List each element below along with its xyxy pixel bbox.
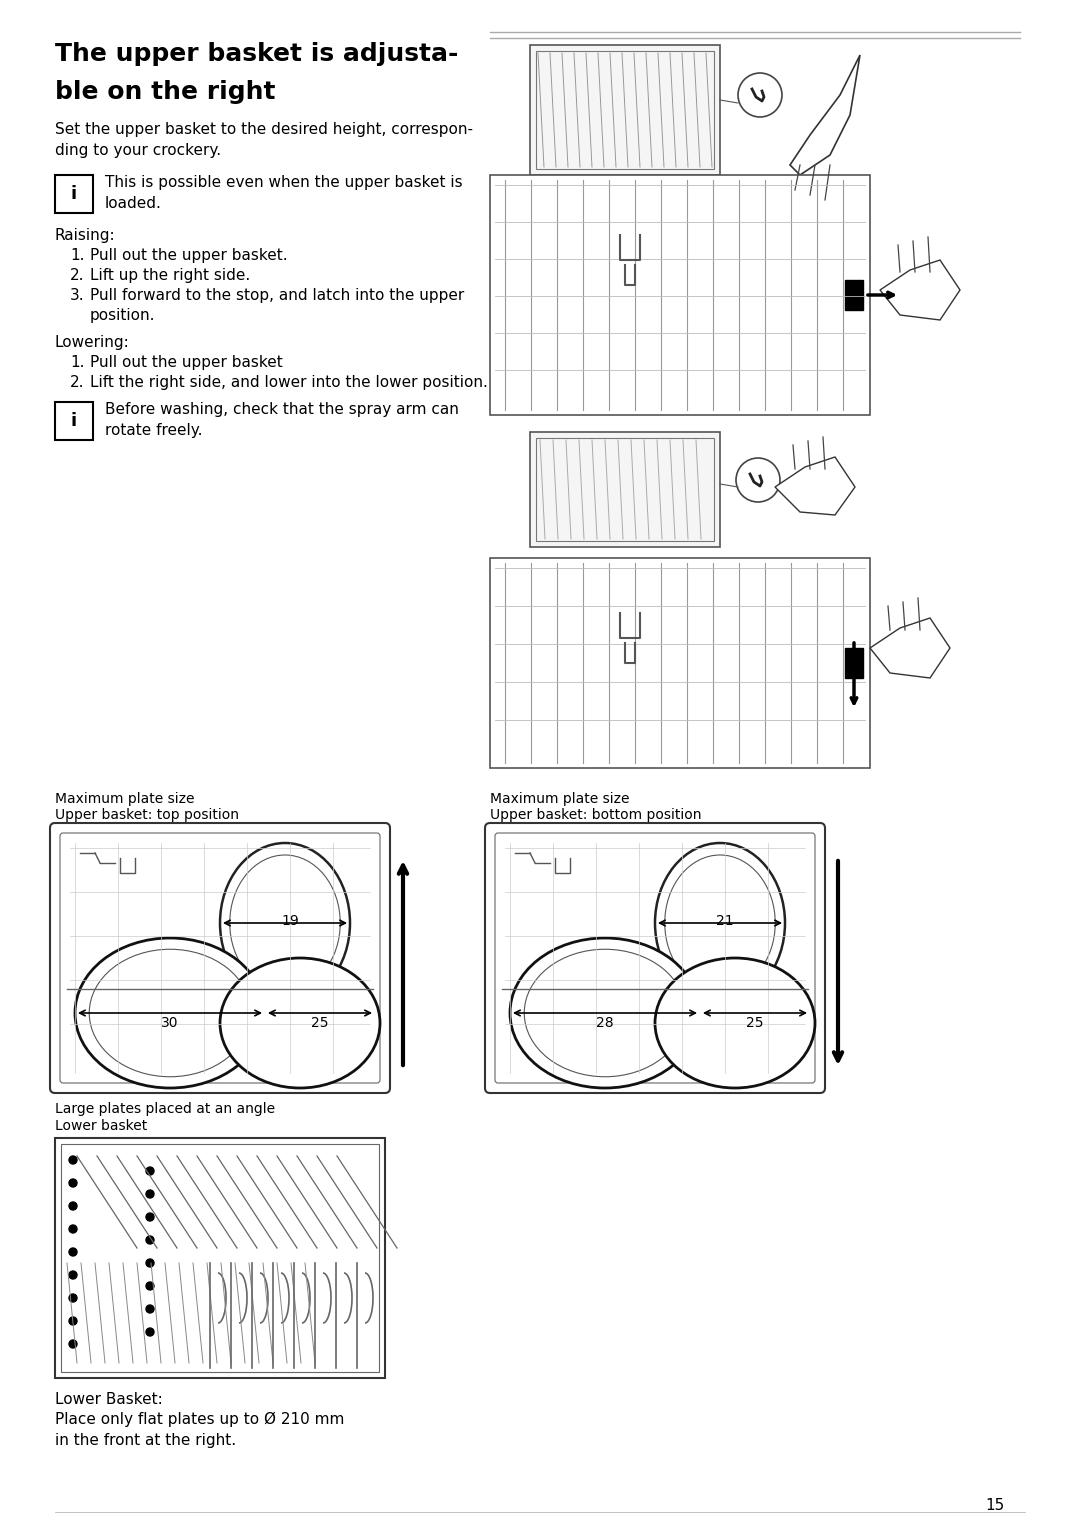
Text: Upper basket: top position: Upper basket: top position: [55, 808, 239, 822]
Text: 1.: 1.: [70, 248, 84, 263]
Bar: [845, 280, 863, 310]
Text: Raising:: Raising:: [55, 228, 116, 243]
FancyBboxPatch shape: [50, 824, 390, 1093]
Circle shape: [146, 1167, 154, 1175]
Ellipse shape: [654, 958, 815, 1088]
Bar: [55, 402, 93, 440]
Text: Lowering:: Lowering:: [55, 335, 130, 350]
Circle shape: [738, 73, 782, 118]
Ellipse shape: [510, 938, 700, 1088]
FancyBboxPatch shape: [485, 824, 825, 1093]
Polygon shape: [880, 260, 960, 319]
Bar: [845, 648, 863, 678]
Ellipse shape: [220, 958, 380, 1088]
Text: Lift the right side, and lower into the lower position.: Lift the right side, and lower into the …: [90, 374, 488, 390]
Text: Pull forward to the stop, and latch into the upper
position.: Pull forward to the stop, and latch into…: [90, 287, 464, 322]
Text: Before washing, check that the spray arm can
rotate freely.: Before washing, check that the spray arm…: [105, 402, 459, 439]
Text: Set the upper basket to the desired height, correspon-
ding to your crockery.: Set the upper basket to the desired heig…: [55, 122, 473, 157]
Text: i: i: [71, 413, 77, 429]
Circle shape: [69, 1248, 77, 1256]
Text: 1.: 1.: [70, 354, 84, 370]
Circle shape: [69, 1317, 77, 1325]
Text: Large plates placed at an angle: Large plates placed at an angle: [55, 1102, 275, 1115]
Circle shape: [69, 1203, 77, 1210]
Circle shape: [146, 1305, 154, 1313]
Text: 2.: 2.: [70, 374, 84, 390]
Circle shape: [69, 1180, 77, 1187]
Text: Lift up the right side.: Lift up the right side.: [90, 267, 251, 283]
Text: Lower basket: Lower basket: [55, 1118, 147, 1132]
Text: Lower Basket:: Lower Basket:: [55, 1392, 163, 1407]
Text: 21: 21: [716, 914, 733, 927]
Ellipse shape: [220, 843, 350, 1002]
Bar: [536, 50, 714, 170]
Polygon shape: [775, 457, 855, 515]
Circle shape: [146, 1236, 154, 1244]
Text: 3.: 3.: [70, 287, 84, 303]
Polygon shape: [789, 55, 860, 176]
Text: i: i: [71, 185, 77, 203]
Bar: [60, 1144, 379, 1372]
Text: ble on the right: ble on the right: [55, 79, 275, 104]
Text: Pull out the upper basket.: Pull out the upper basket.: [90, 248, 287, 263]
Polygon shape: [870, 617, 950, 678]
Circle shape: [69, 1157, 77, 1164]
Bar: [55, 1138, 384, 1378]
Bar: [530, 432, 720, 547]
Circle shape: [69, 1225, 77, 1233]
Text: Upper basket: bottom position: Upper basket: bottom position: [490, 808, 702, 822]
Circle shape: [146, 1190, 154, 1198]
Circle shape: [146, 1282, 154, 1290]
Text: The upper basket is adjusta-: The upper basket is adjusta-: [55, 41, 458, 66]
Bar: [55, 176, 93, 212]
Text: 19: 19: [281, 914, 299, 927]
Text: 25: 25: [311, 1016, 328, 1030]
Text: 30: 30: [161, 1016, 179, 1030]
Circle shape: [69, 1294, 77, 1302]
Circle shape: [146, 1328, 154, 1335]
Circle shape: [146, 1259, 154, 1267]
Bar: [490, 558, 870, 769]
Text: Place only flat plates up to Ø 210 mm
in the front at the right.: Place only flat plates up to Ø 210 mm in…: [55, 1412, 345, 1449]
Bar: [536, 439, 714, 541]
Ellipse shape: [75, 938, 265, 1088]
Bar: [530, 44, 720, 176]
Circle shape: [735, 458, 780, 503]
Circle shape: [69, 1271, 77, 1279]
Text: 2.: 2.: [70, 267, 84, 283]
Circle shape: [146, 1213, 154, 1221]
Text: Maximum plate size: Maximum plate size: [55, 792, 194, 805]
Ellipse shape: [654, 843, 785, 1002]
Text: Maximum plate size: Maximum plate size: [490, 792, 630, 805]
Text: 15: 15: [986, 1497, 1005, 1513]
Bar: [490, 176, 870, 416]
Text: 28: 28: [596, 1016, 613, 1030]
Circle shape: [69, 1340, 77, 1348]
Text: This is possible even when the upper basket is
loaded.: This is possible even when the upper bas…: [105, 176, 462, 211]
Text: Pull out the upper basket: Pull out the upper basket: [90, 354, 283, 370]
Text: 25: 25: [746, 1016, 764, 1030]
